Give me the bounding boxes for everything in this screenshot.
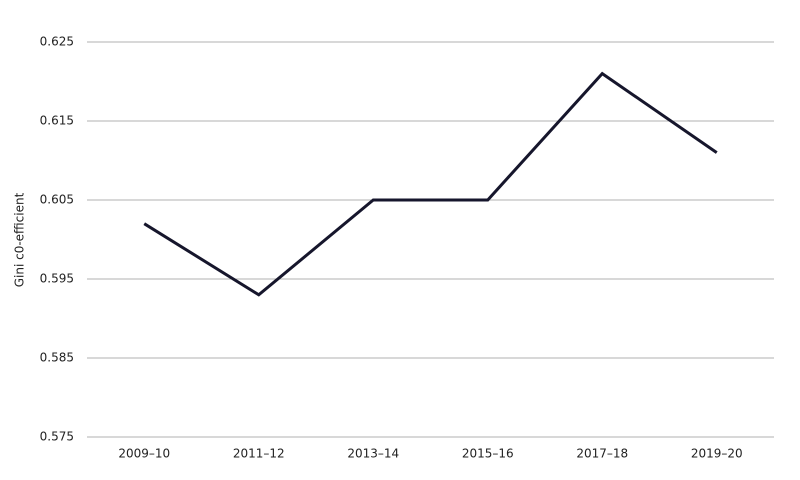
- y-axis-label: Gini c0-efficient: [13, 192, 27, 287]
- x-tick-label: 2011–12: [233, 447, 285, 461]
- y-tick-label: 0.585: [40, 351, 74, 365]
- x-tick-label: 2019–20: [691, 447, 743, 461]
- y-tick-label: 0.625: [40, 35, 74, 49]
- x-tick-label: 2009–10: [118, 447, 170, 461]
- y-tick-label: 0.595: [40, 272, 74, 286]
- data-line: [143, 71, 718, 297]
- x-tick-label: 2013–14: [347, 447, 399, 461]
- y-tick-label: 0.605: [40, 193, 74, 207]
- x-tick-label: 2017–18: [576, 447, 628, 461]
- x-tick-label: 2015–16: [462, 447, 514, 461]
- y-tick-label: 0.575: [40, 430, 74, 444]
- y-tick-label: 0.615: [40, 114, 74, 128]
